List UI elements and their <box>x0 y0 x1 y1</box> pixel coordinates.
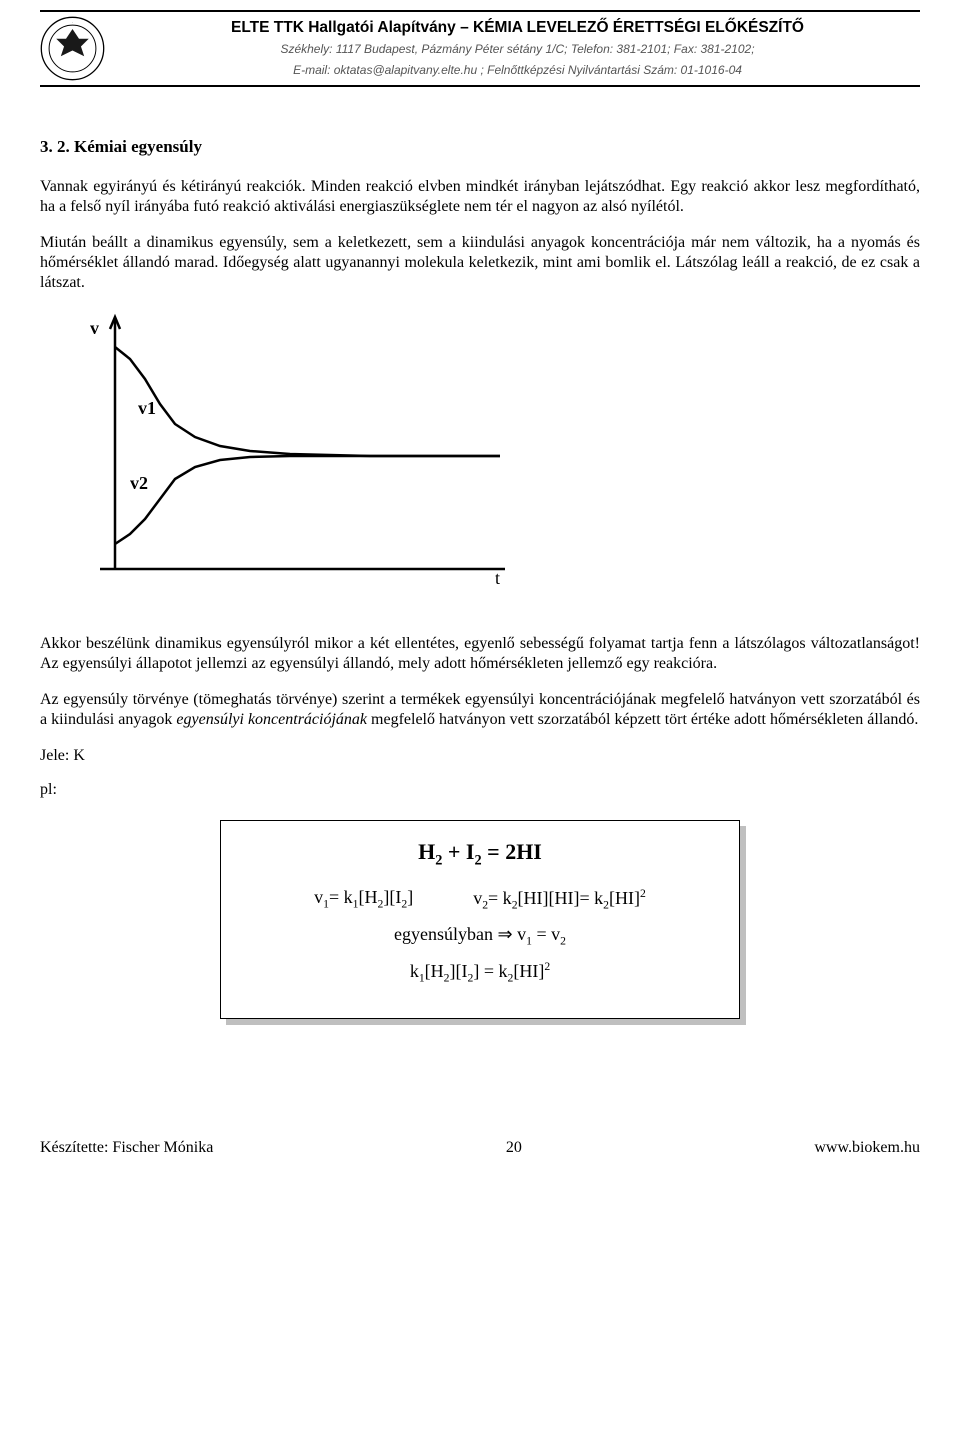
svg-text:v: v <box>90 318 99 338</box>
pl-line: pl: <box>40 780 920 800</box>
eq-v1: v1= k1[H2][I2] <box>314 887 413 912</box>
svg-text:v2: v2 <box>130 473 148 493</box>
eq-condition: egyensúlyban ⇒ v1 = v2 <box>231 924 729 948</box>
footer-right: www.biokem.hu <box>814 1139 920 1157</box>
eq-final: k1[H2][I2] = k2[HI]2 <box>231 960 729 985</box>
eq-main: H2 + I2 = 2HI <box>231 839 729 869</box>
paragraph-1: Vannak egyirányú és kétirányú reakciók. … <box>40 177 920 217</box>
paragraph-2: Miután beállt a dinamikus egyensúly, sem… <box>40 233 920 293</box>
page-footer: Készítette: Fischer Mónika 20 www.biokem… <box>40 1139 920 1157</box>
page-header: · ELTE TTK Hallgatói Alapítvány – KÉMIA … <box>40 10 920 87</box>
footer-left: Készítette: Fischer Mónika <box>40 1139 213 1157</box>
paragraph-3a: Akkor beszélünk dinamikus egyensúlyról m… <box>40 634 920 674</box>
footer-center: 20 <box>506 1139 522 1157</box>
equation-box: H2 + I2 = 2HI v1= k1[H2][I2] v2= k2[HI][… <box>220 820 740 1019</box>
section-title: 3. 2. Kémiai egyensúly <box>40 137 920 157</box>
chart-svg: v t v1 v2 <box>70 309 510 589</box>
p3b-em2: koncentrációjának <box>248 711 367 728</box>
paragraph-3b: Az egyensúly törvénye (tömeghatás törvén… <box>40 690 920 730</box>
svg-text:t: t <box>495 568 500 588</box>
elte-logo: · <box>40 16 105 81</box>
header-title: ELTE TTK Hallgatói Alapítvány – KÉMIA LE… <box>115 19 920 37</box>
header-subtitle-1: Székhely: 1117 Budapest, Pázmány Péter s… <box>115 40 920 58</box>
svg-text:v1: v1 <box>138 398 156 418</box>
jele-line: Jele: K <box>40 746 920 766</box>
p3b-tail: megfelelő hatványon vett szorzatából kép… <box>367 711 918 728</box>
p3b-em1: egyensúlyi <box>176 711 244 728</box>
velocity-chart: v t v1 v2 <box>70 309 920 594</box>
svg-text:·: · <box>72 21 73 25</box>
eq-v2: v2= k2[HI][HI]= k2[HI]2 <box>473 887 646 912</box>
header-subtitle-2: E-mail: oktatas@alapitvany.elte.hu ; Fel… <box>115 61 920 79</box>
